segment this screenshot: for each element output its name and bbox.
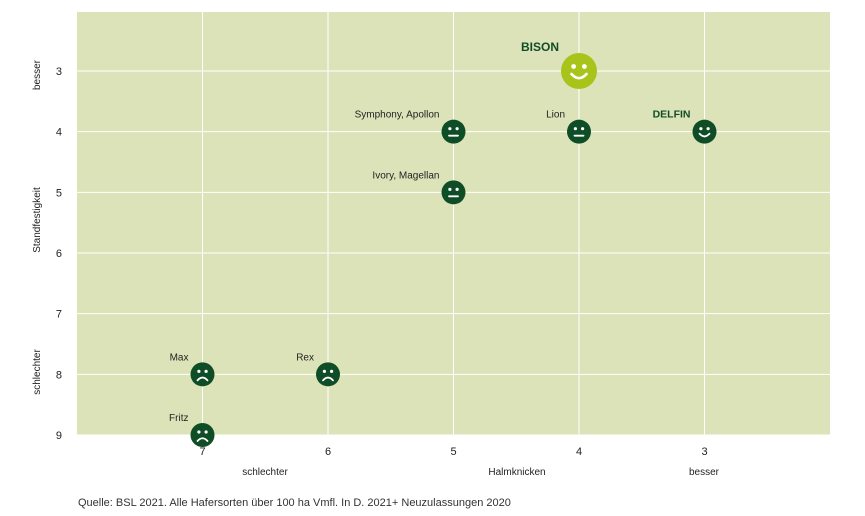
data-point <box>692 119 717 144</box>
x-high-label: besser <box>689 467 720 478</box>
data-point <box>561 53 597 89</box>
axis-labels: besser Standfestigkeit schlechter schlec… <box>32 59 720 478</box>
data-point <box>190 423 215 447</box>
x-tick-label: 4 <box>576 446 582 458</box>
y-low-label: schlechter <box>32 349 43 395</box>
y-tick-label: 4 <box>56 127 62 139</box>
data-point <box>441 119 466 144</box>
smiley-happy-icon <box>692 119 717 144</box>
data-point <box>567 119 591 144</box>
smiley-sad-icon <box>190 362 215 387</box>
y-tick-label: 3 <box>56 66 62 78</box>
y-tick-label: 6 <box>56 248 62 260</box>
point-label: BISON <box>521 40 559 54</box>
point-label: Ivory, Magellan <box>372 170 439 181</box>
point-label: DELFIN <box>653 109 691 121</box>
smiley-neutral-icon <box>441 180 466 205</box>
source-note: Quelle: BSL 2021. Alle Hafersorten über … <box>78 497 511 509</box>
point-label: Max <box>170 352 189 363</box>
data-points: BISON DELFIN Lion Symphony, Apollon Ivory, M… <box>169 40 717 447</box>
point-label: Fritz <box>169 413 188 424</box>
x-tick-label: 7 <box>199 446 205 458</box>
y-tick-label: 8 <box>56 369 62 381</box>
smiley-neutral-icon <box>567 119 591 144</box>
y-tick-label: 7 <box>56 309 62 321</box>
y-tick-labels: 3 4 5 6 7 8 9 <box>56 66 62 442</box>
x-axis-label: Halmknicken <box>488 467 545 478</box>
x-tick-labels: 7 6 5 4 3 <box>199 446 707 458</box>
x-tick-label: 6 <box>325 446 331 458</box>
data-point <box>190 362 215 387</box>
y-high-label: besser <box>32 59 43 90</box>
x-tick-label: 5 <box>450 446 456 458</box>
data-point <box>316 362 340 387</box>
smiley-sad-icon <box>190 423 215 447</box>
y-tick-label: 5 <box>56 187 62 199</box>
x-tick-label: 3 <box>701 446 707 458</box>
y-axis-label: Standfestigkeit <box>32 187 43 253</box>
smiley-neutral-icon <box>441 119 466 144</box>
smiley-sad-icon <box>316 362 340 387</box>
x-low-label: schlechter <box>242 467 288 478</box>
data-point <box>441 180 466 205</box>
point-label: Symphony, Apollon <box>355 110 440 121</box>
point-label: Rex <box>296 352 314 363</box>
point-label: Lion <box>546 110 565 121</box>
smiley-happy-icon <box>561 53 597 89</box>
y-tick-label: 9 <box>56 430 62 442</box>
